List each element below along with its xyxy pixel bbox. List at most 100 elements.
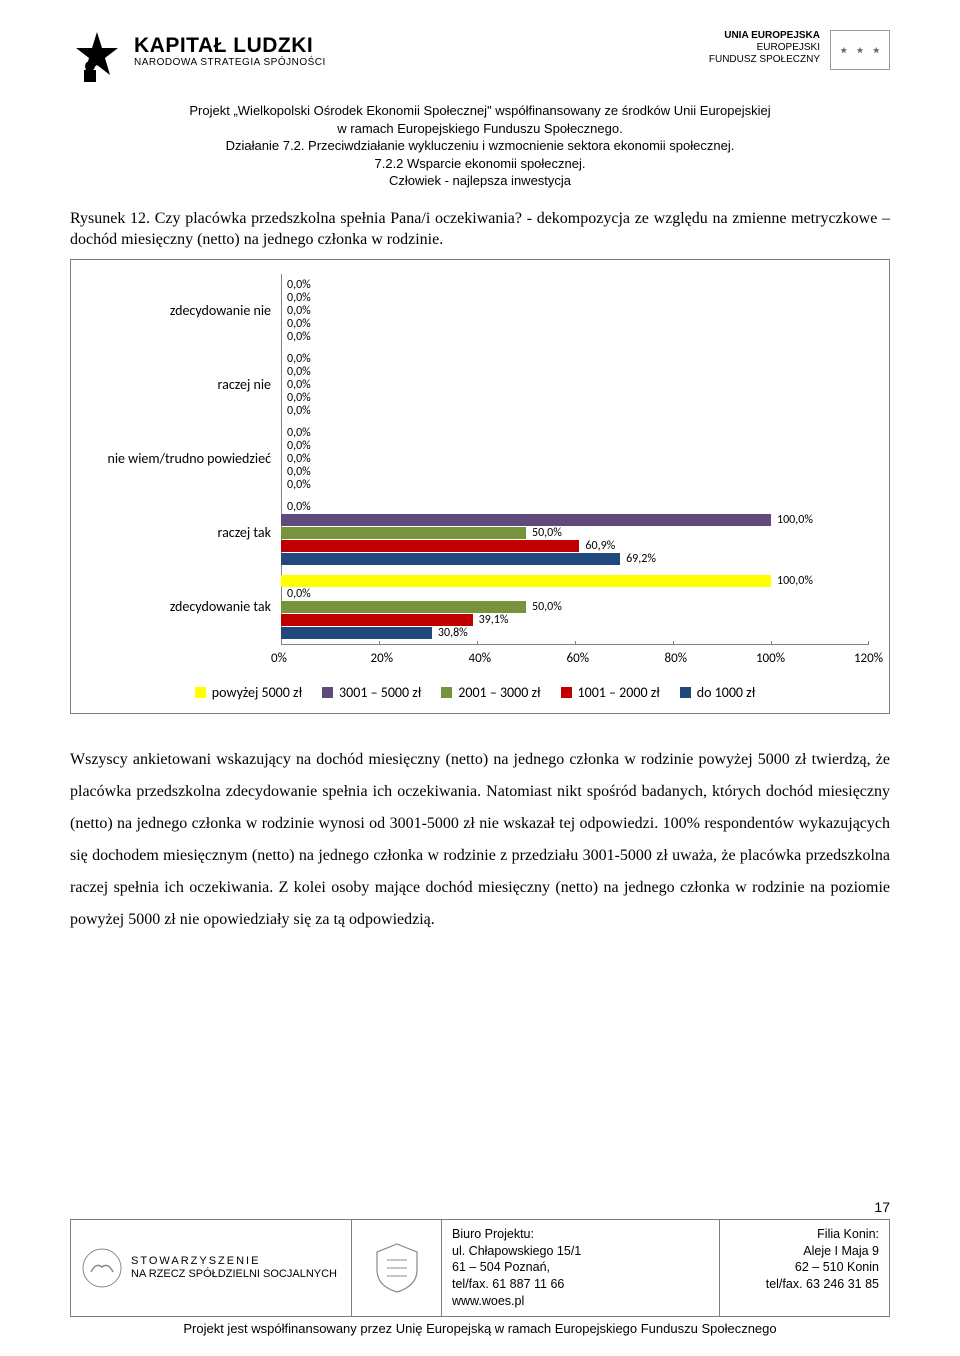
bar-row: 0,0% [281,440,869,452]
bar-group: 0,0%0,0%0,0%0,0%0,0% [281,348,869,422]
legend-swatch [322,687,333,698]
bar-value-label: 0,0% [281,587,311,601]
biuro-l4: www.woes.pl [452,1293,709,1310]
legend-swatch [195,687,206,698]
shield-icon [369,1240,425,1296]
bar-value-label: 50,0% [526,526,562,540]
bar-row: 0,0% [281,466,869,478]
bar-value-label: 0,0% [281,291,311,305]
x-axis: 0%20%40%60%80%100%120% [281,644,869,674]
bar-row: 50,0% [281,527,869,539]
proj-line: Projekt „Wielkopolski Ośrodek Ekonomii S… [70,102,890,120]
bar-row: 0,0% [281,479,869,491]
bar [281,514,771,526]
legend-swatch [680,687,691,698]
legend-item: 2001 – 3000 zł [441,684,540,701]
star-person-icon [70,30,124,84]
legend-label: do 1000 zł [697,684,755,701]
bar-row: 0,0% [281,305,869,317]
bar-chart: zdecydowanie nieraczej nienie wiem/trudn… [70,259,890,714]
bar-row: 0,0% [281,453,869,465]
x-tick: 120% [771,645,869,674]
bar-row: 0,0% [281,366,869,378]
bar-row: 30,8% [281,627,869,639]
bar-value-label: 0,0% [281,317,311,331]
bar-value-label: 0,0% [281,330,311,344]
x-tick: 80% [575,645,673,674]
x-tick: 100% [673,645,771,674]
legend-item: do 1000 zł [680,684,755,701]
bar-row: 69,2% [281,553,869,565]
legend-swatch [561,687,572,698]
hands-circle-icon [81,1247,123,1289]
legend-item: powyżej 5000 zł [195,684,302,701]
footer-biuro: Biuro Projektu: ul. Chłapowskiego 15/1 6… [441,1220,719,1316]
bar-row: 0,0% [281,292,869,304]
bar-row: 100,0% [281,514,869,526]
logo-eu: UNIA EUROPEJSKA EUROPEJSKI FUNDUSZ SPOŁE… [709,30,890,70]
bar-group: 0,0%100,0%50,0% 60,9% 69,2% [281,496,869,570]
x-tick: 20% [281,645,379,674]
bar [281,553,620,565]
biuro-l1: ul. Chłapowskiego 15/1 [452,1243,709,1260]
bar-value-label: 0,0% [281,278,311,292]
page-number: 17 [70,1199,890,1215]
figure-caption: Rysunek 12. Czy placówka przedszkolna sp… [70,208,890,251]
bar [281,627,432,639]
bar-value-label: 0,0% [281,465,311,479]
legend-label: 3001 – 5000 zł [339,684,421,701]
footer-mid-logo [351,1220,441,1316]
bar-row: 50,0% [281,601,869,613]
y-axis-label: zdecydowanie tak [81,570,281,644]
bar-row: 0,0% [281,331,869,343]
bar [281,614,473,626]
bar-row: 0,0% [281,427,869,439]
y-axis-label: raczej nie [81,348,281,422]
filia-l2: 62 – 510 Konin [730,1259,879,1276]
bar-value-label: 0,0% [281,378,311,392]
footer-filia: Filia Konin: Aleje I Maja 9 62 – 510 Kon… [719,1220,889,1316]
proj-line: 7.2.2 Wsparcie ekonomii społecznej. [70,155,890,173]
page-header: KAPITAŁ LUDZKI NARODOWA STRATEGIA SPÓJNO… [70,30,890,84]
chart-legend: powyżej 5000 zł 3001 – 5000 zł 2001 – 3000… [81,684,869,701]
logo-kapital-ludzki: KAPITAŁ LUDZKI NARODOWA STRATEGIA SPÓJNO… [70,30,326,84]
bar-value-label: 60,9% [579,539,615,553]
bar-row: 0,0% [281,405,869,417]
filia-l3: tel/fax. 63 246 31 85 [730,1276,879,1293]
stow-line2: NA RZECZ SPÓŁDZIELNI SOCJALNYCH [131,1268,337,1281]
biuro-title: Biuro Projektu: [452,1226,709,1243]
bar-value-label: 0,0% [281,352,311,366]
bar-value-label: 0,0% [281,452,311,466]
bar-value-label: 0,0% [281,426,311,440]
biuro-l3: tel/fax. 61 887 11 66 [452,1276,709,1293]
bar-group: 100,0% 0,0% 50,0%39,1%30,8% [281,570,869,644]
bar-row: 60,9% [281,540,869,552]
legend-label: 2001 – 3000 zł [458,684,540,701]
page-footer: 17 STOWARZYSZENIE NA RZECZ SPÓŁDZIELNI S… [70,1199,890,1336]
bar-group: 0,0%0,0%0,0%0,0%0,0% [281,274,869,348]
bar-row: 39,1% [281,614,869,626]
proj-line: Działanie 7.2. Przeciwdziałanie wyklucze… [70,137,890,155]
y-axis-label: raczej tak [81,496,281,570]
bar-row: 0,0% [281,501,869,513]
bar-row: 0,0% [281,353,869,365]
bar-value-label: 69,2% [620,552,656,566]
bar-value-label: 100,0% [771,574,813,588]
bar-group: 0,0%0,0%0,0%0,0%0,0% [281,422,869,496]
project-description: Projekt „Wielkopolski Ośrodek Ekonomii S… [70,102,890,190]
bar-value-label: 30,8% [432,626,468,640]
nss-subtitle: NARODOWA STRATEGIA SPÓJNOŚCI [134,57,326,68]
stow-line1: STOWARZYSZENIE [131,1255,337,1268]
legend-label: 1001 – 2000 zł [578,684,660,701]
bar-row: 0,0% [281,588,869,600]
ue-line1: UNIA EUROPEJSKA [709,30,820,42]
bar-value-label: 0,0% [281,478,311,492]
bar-value-label: 0,0% [281,391,311,405]
bar-value-label: 0,0% [281,365,311,379]
proj-line: w ramach Europejskiego Funduszu Społeczn… [70,120,890,138]
bar-value-label: 0,0% [281,404,311,418]
bar-row: 100,0% [281,575,869,587]
bar-value-label: 50,0% [526,600,562,614]
eu-flag-icon: ⋆ ⋆ ⋆ [830,30,890,70]
legend-item: 3001 – 5000 zł [322,684,421,701]
